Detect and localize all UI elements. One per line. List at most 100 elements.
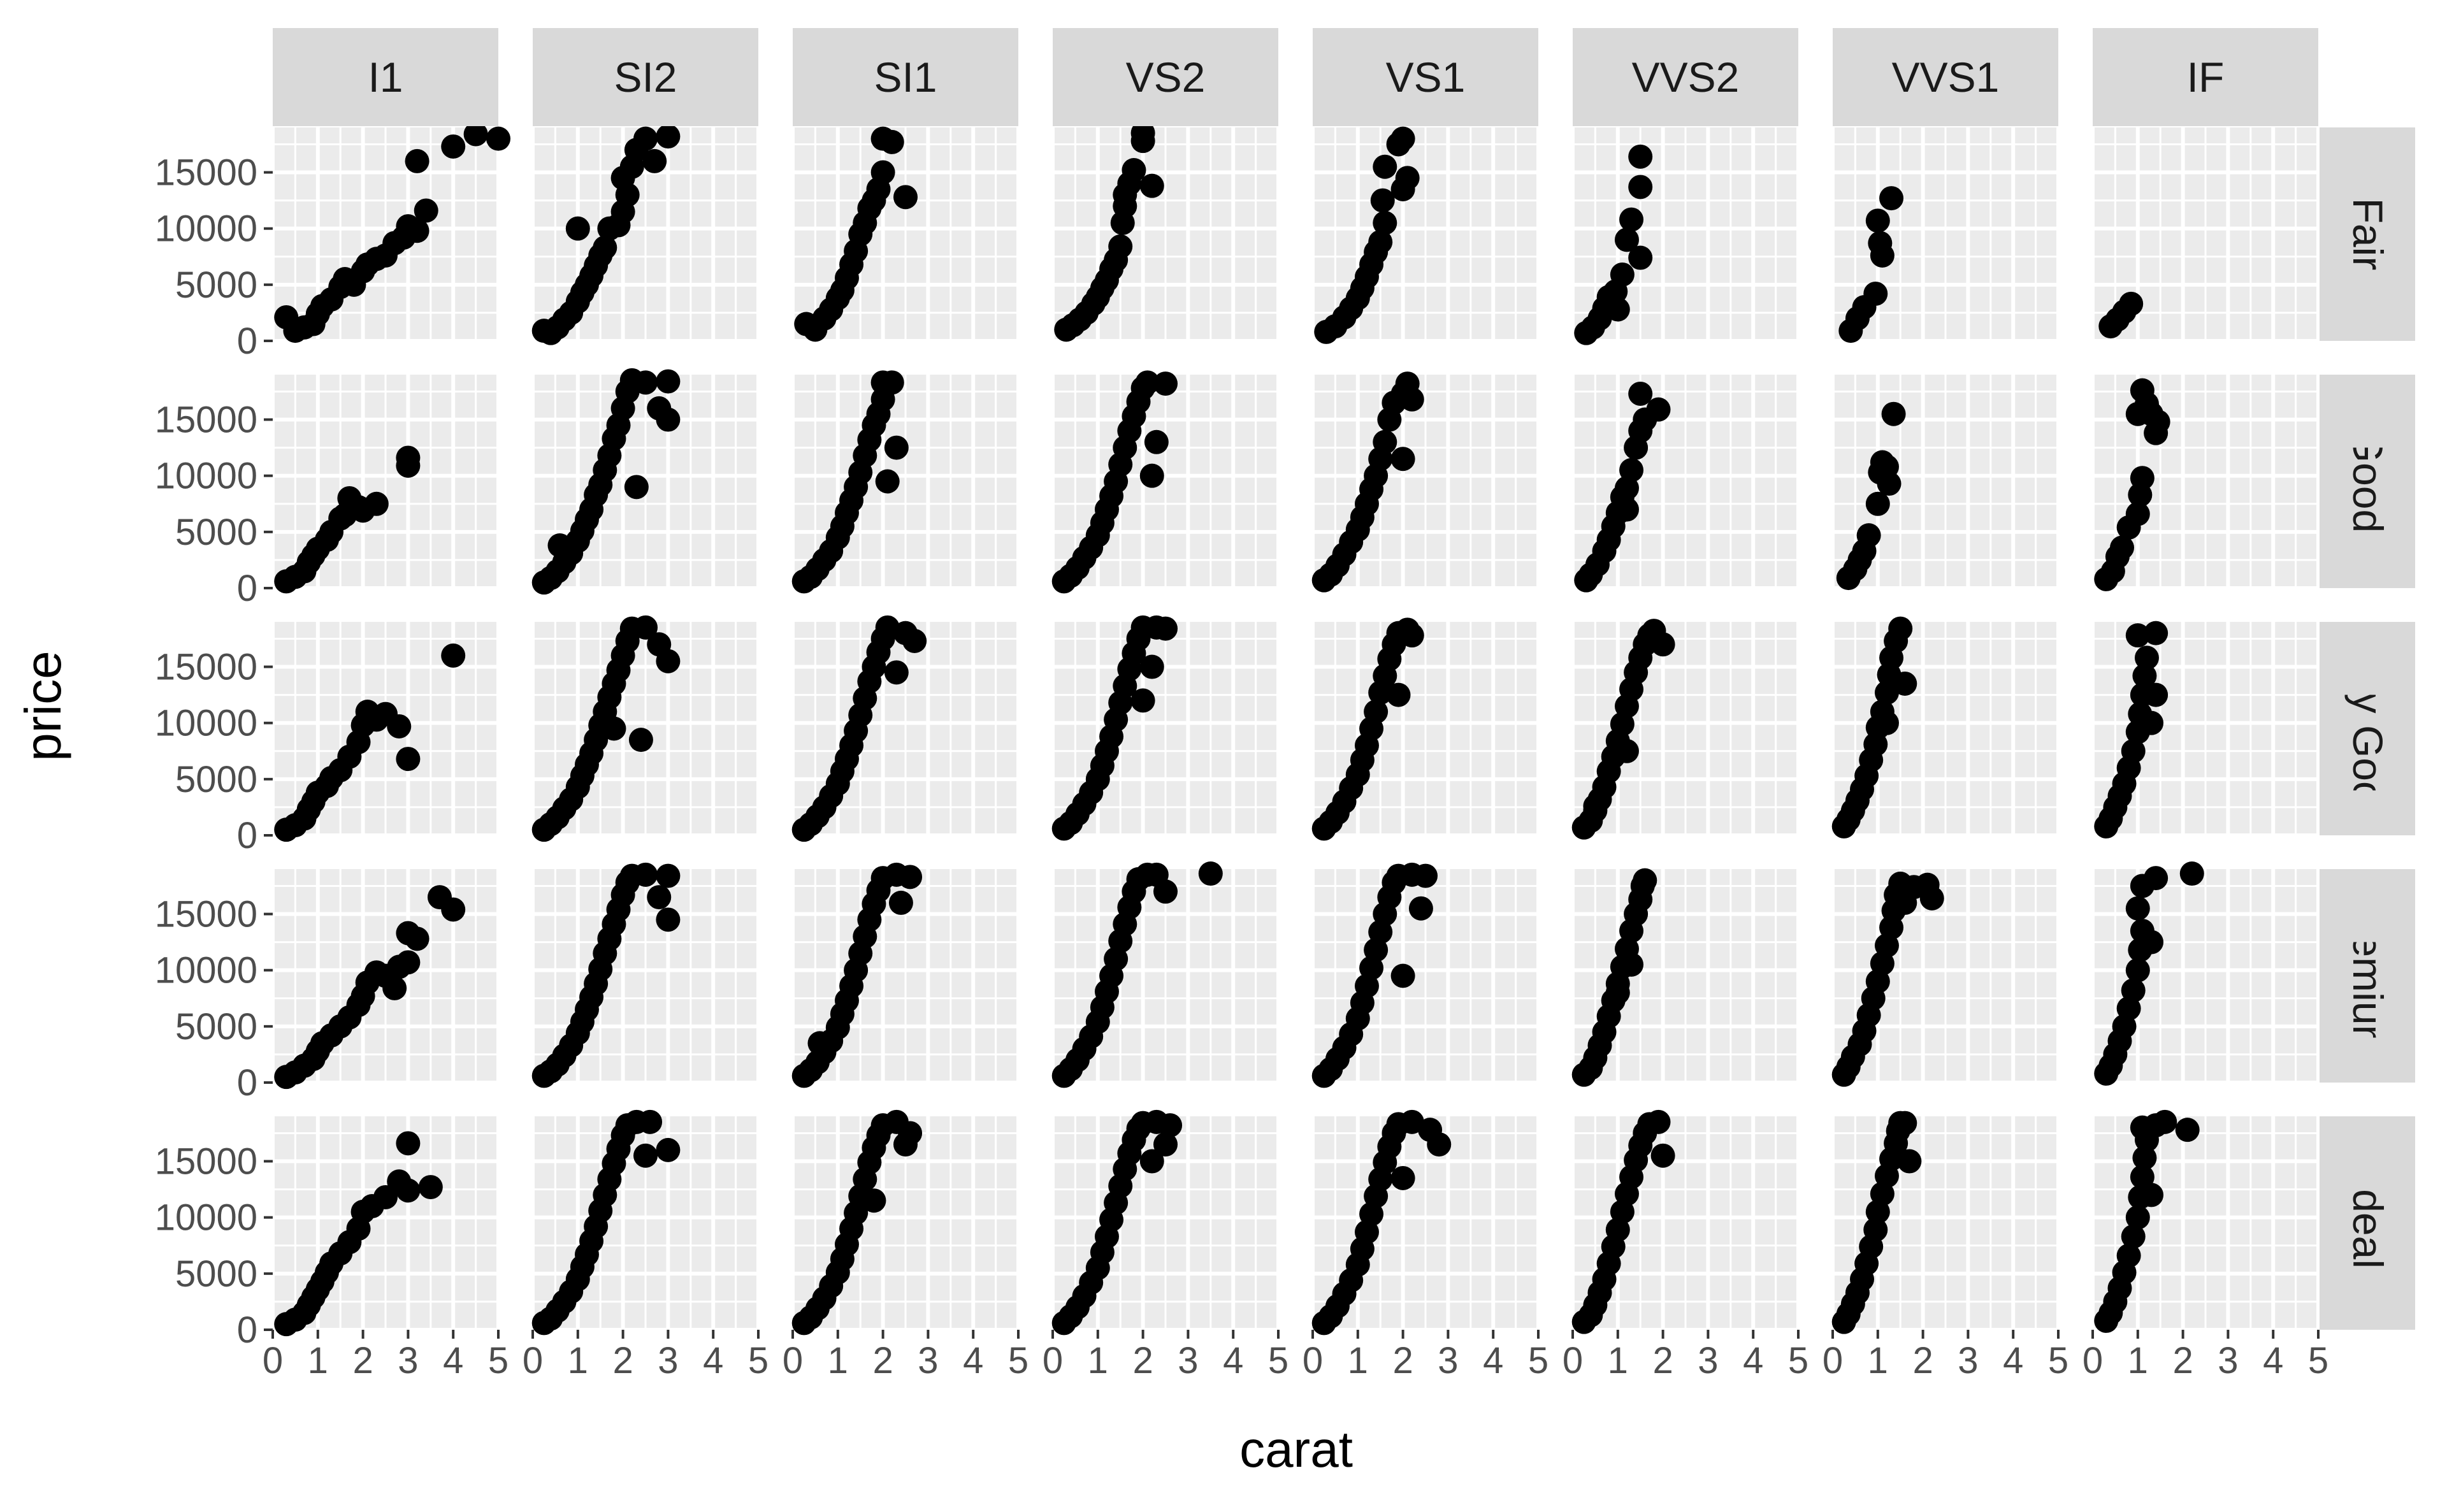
data-point bbox=[1122, 158, 1146, 182]
strip-label: Ideal bbox=[2344, 1177, 2392, 1269]
x-tick-label: 2 bbox=[352, 1340, 373, 1381]
data-point bbox=[1863, 281, 1888, 306]
x-tick-label: 3 bbox=[1958, 1340, 1978, 1381]
data-point bbox=[633, 370, 658, 395]
data-point bbox=[486, 126, 510, 151]
data-point bbox=[1614, 497, 1639, 522]
data-point bbox=[1650, 1143, 1675, 1168]
points-fair-vs2 bbox=[1054, 120, 1164, 342]
data-point bbox=[1113, 182, 1137, 207]
strip-background bbox=[2320, 375, 2415, 588]
data-point bbox=[879, 370, 904, 395]
points-fair-si2 bbox=[531, 124, 681, 345]
data-point bbox=[1633, 868, 1657, 893]
data-point bbox=[2116, 1243, 2141, 1268]
data-point bbox=[1373, 154, 1397, 179]
panel-good-vs1 bbox=[1311, 375, 1540, 590]
strip-label: VS1 bbox=[1386, 54, 1466, 101]
x-tick-label: 5 bbox=[1528, 1340, 1548, 1381]
data-point bbox=[1610, 262, 1635, 287]
x-tick-label: 0 bbox=[523, 1340, 543, 1381]
x-tick-label: 2 bbox=[872, 1340, 893, 1381]
data-point bbox=[1870, 243, 1895, 268]
y-tick-label: 10000 bbox=[155, 456, 257, 497]
data-point bbox=[1628, 245, 1653, 270]
strip-background bbox=[533, 28, 758, 126]
data-point bbox=[1856, 523, 1881, 548]
data-point bbox=[633, 615, 658, 640]
points-premium-vvs2 bbox=[1571, 868, 1657, 1087]
data-point bbox=[1153, 371, 1178, 396]
data-point bbox=[1368, 229, 1393, 254]
points-ideal-i1 bbox=[274, 1131, 443, 1337]
data-point bbox=[902, 628, 927, 653]
data-point bbox=[1139, 654, 1164, 679]
y-tick-label: 0 bbox=[237, 568, 257, 609]
y-tick-label: 5000 bbox=[175, 759, 257, 800]
data-point bbox=[1583, 794, 1608, 819]
x-tick-label: 5 bbox=[2308, 1340, 2328, 1381]
points-premium-if bbox=[2094, 861, 2204, 1086]
data-point bbox=[624, 475, 649, 500]
points-very-good-vvs2 bbox=[1571, 619, 1675, 840]
y-tick-label: 0 bbox=[237, 1309, 257, 1351]
data-point bbox=[333, 503, 357, 528]
x-tick-label: 4 bbox=[1743, 1340, 1763, 1381]
strip-background bbox=[2320, 869, 2415, 1083]
strip-background bbox=[1573, 28, 1798, 126]
data-point bbox=[884, 660, 909, 685]
points-fair-vvs1 bbox=[1838, 186, 1904, 343]
points-good-vs2 bbox=[1051, 370, 1178, 594]
data-point bbox=[1863, 1218, 1888, 1242]
strip-background bbox=[1833, 28, 2058, 126]
x-axis-title: carat bbox=[1239, 1421, 1353, 1478]
panel-good-if bbox=[2091, 375, 2320, 590]
data-point bbox=[638, 1109, 663, 1134]
data-point bbox=[382, 976, 407, 1000]
data-point bbox=[1893, 890, 1917, 915]
x-tick-label: 2 bbox=[612, 1340, 633, 1381]
data-point bbox=[441, 897, 466, 922]
data-point bbox=[1893, 1111, 1917, 1135]
points-good-if bbox=[2094, 378, 2170, 591]
points-good-i1 bbox=[274, 445, 421, 594]
data-point bbox=[1865, 208, 1890, 233]
data-point bbox=[418, 1175, 443, 1200]
x-tick-label: 4 bbox=[1223, 1340, 1243, 1381]
strip-label: Very Good bbox=[2344, 630, 2392, 828]
points-good-vs1 bbox=[1311, 371, 1424, 593]
data-point bbox=[1399, 1109, 1424, 1134]
points-ideal-vvs1 bbox=[1831, 1111, 1922, 1334]
panel-very-good-vs1 bbox=[1311, 622, 1540, 837]
x-tick-label: 2 bbox=[2172, 1340, 2193, 1381]
x-tick-label: 5 bbox=[488, 1340, 509, 1381]
data-point bbox=[633, 862, 658, 887]
y-tick-label: 10000 bbox=[155, 208, 257, 250]
data-point bbox=[879, 129, 904, 154]
x-tick-label: 0 bbox=[263, 1340, 283, 1381]
data-point bbox=[1888, 616, 1913, 641]
strip-background bbox=[2320, 622, 2415, 835]
points-fair-i1 bbox=[274, 122, 510, 343]
row-strip-premium: Premium bbox=[2320, 869, 2415, 1083]
data-point bbox=[1370, 188, 1395, 213]
data-point bbox=[1399, 387, 1424, 412]
y-axis-row-premium: 0 5000 10000 15000 bbox=[155, 894, 273, 1104]
data-point bbox=[1390, 447, 1415, 472]
strip-vvs1: VVS1 bbox=[1833, 28, 2058, 126]
points-ideal-vs1 bbox=[1311, 1109, 1452, 1336]
points-very-good-si1 bbox=[791, 615, 927, 842]
strip-label: Fair bbox=[2344, 198, 2392, 271]
data-point bbox=[656, 907, 681, 932]
y-tick-label: 10000 bbox=[155, 703, 257, 744]
data-point bbox=[1158, 1113, 1183, 1138]
data-point bbox=[807, 1031, 832, 1056]
data-point bbox=[2125, 623, 2150, 648]
